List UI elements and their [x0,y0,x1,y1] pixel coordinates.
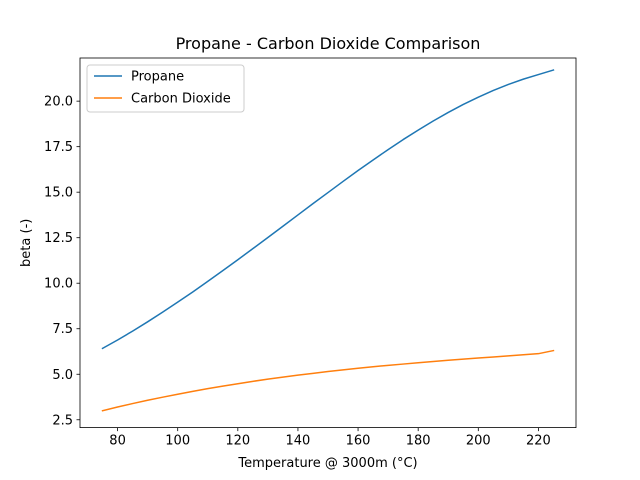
legend: Propane Carbon Dioxide [86,64,245,113]
series-line-1 [101,349,555,412]
y-tick-label: 15.0 [44,186,73,201]
x-tick-label: 200 [466,434,491,449]
x-tick-label: 220 [526,434,551,449]
y-tick-label: 17.5 [44,140,73,155]
legend-label-1: Carbon Dioxide [131,92,231,107]
y-axis-label: beta (-) [19,219,34,267]
series-line-0 [101,69,555,350]
x-tick-label: 100 [165,434,190,449]
y-axis-ticks: 2.5 5.0 7.5 10.0 12.5 15.0 17.5 20.0 [44,95,80,428]
plot-frame [79,57,577,429]
chart-title: Propane - Carbon Dioxide Comparison [176,34,481,53]
x-tick-label: 180 [406,434,431,449]
x-tick-label: 80 [109,434,126,449]
y-tick-label: 5.0 [52,368,73,383]
x-tick-label: 120 [225,434,250,449]
legend-label-0: Propane [131,70,184,85]
y-tick-label: 2.5 [52,413,73,428]
x-axis-label: Temperature @ 3000m (°C) [237,456,417,471]
y-tick-label: 20.0 [44,95,73,110]
y-tick-label: 12.5 [44,231,73,246]
x-axis-ticks: 80 100 120 140 160 180 200 220 [109,427,551,449]
x-tick-label: 160 [346,434,371,449]
y-tick-label: 7.5 [52,322,73,337]
y-tick-label: 10.0 [44,277,73,292]
plot-area [80,58,576,428]
x-tick-label: 140 [286,434,311,449]
series-lines [101,69,555,412]
legend-box [86,64,245,113]
